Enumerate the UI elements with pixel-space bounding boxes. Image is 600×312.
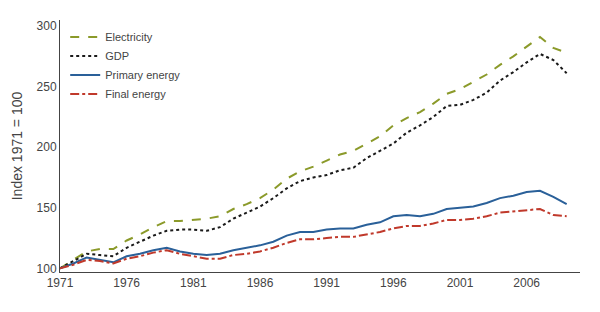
svg-text:250: 250 <box>37 80 57 94</box>
svg-text:1976: 1976 <box>113 276 140 290</box>
svg-text:100: 100 <box>37 262 57 276</box>
svg-text:150: 150 <box>37 201 57 215</box>
svg-text:1996: 1996 <box>380 276 407 290</box>
svg-text:Final energy: Final energy <box>105 88 166 100</box>
svg-text:2006: 2006 <box>513 276 540 290</box>
svg-text:GDP: GDP <box>105 50 129 62</box>
svg-text:2001: 2001 <box>447 276 474 290</box>
svg-text:1981: 1981 <box>180 276 207 290</box>
svg-text:1986: 1986 <box>247 276 274 290</box>
svg-text:Index 1971 = 100: Index 1971 = 100 <box>9 91 25 200</box>
svg-text:Primary energy: Primary energy <box>105 69 180 81</box>
svg-text:1991: 1991 <box>313 276 340 290</box>
svg-text:300: 300 <box>37 19 57 33</box>
svg-text:Electricity: Electricity <box>105 31 153 43</box>
svg-text:200: 200 <box>37 140 57 154</box>
svg-text:1971: 1971 <box>47 276 74 290</box>
